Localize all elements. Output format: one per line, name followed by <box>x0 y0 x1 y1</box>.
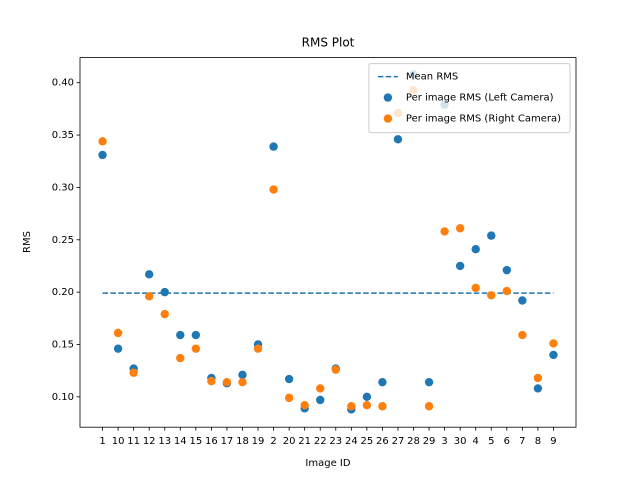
point <box>549 350 558 360</box>
point <box>284 393 294 403</box>
point <box>533 373 543 383</box>
legend-label: Mean RMS <box>406 72 458 83</box>
point <box>347 402 356 411</box>
point <box>455 224 465 233</box>
x-axis-label: Image ID <box>305 458 350 469</box>
point <box>238 377 247 387</box>
point <box>393 135 403 144</box>
point <box>502 286 512 296</box>
y-tick-label: 0.15 <box>52 339 74 350</box>
y-tick-label: 0.30 <box>52 182 74 193</box>
x-tick-label: 27 <box>392 436 405 447</box>
point <box>440 227 449 236</box>
chart-title: RMS Plot <box>302 36 355 50</box>
point <box>378 402 387 411</box>
point <box>502 265 512 275</box>
x-tick-label: 25 <box>361 436 374 447</box>
y-tick-label: 0.35 <box>52 130 74 141</box>
x-tick-label: 10 <box>112 436 125 447</box>
point <box>518 296 527 305</box>
x-tick-label: 12 <box>143 436 156 447</box>
point <box>98 150 107 160</box>
point <box>533 384 543 393</box>
legend-swatch <box>383 93 393 102</box>
x-tick-label: 13 <box>158 436 171 447</box>
x-tick-label: 26 <box>376 436 389 447</box>
x-tick-label: 20 <box>283 436 296 447</box>
legend-box <box>368 63 571 134</box>
x-tick-label: 9 <box>550 436 556 447</box>
legend-swatch <box>383 114 393 123</box>
point <box>98 137 107 146</box>
point <box>424 377 434 387</box>
x-tick-label: 4 <box>473 436 479 447</box>
point <box>176 330 185 340</box>
x-tick-label: 6 <box>504 436 510 447</box>
x-tick-label: 7 <box>519 436 525 447</box>
plot-area <box>79 57 577 428</box>
point <box>176 353 185 363</box>
point <box>113 328 123 338</box>
point <box>362 401 372 410</box>
y-tick-label: 0.20 <box>52 287 74 298</box>
point <box>207 376 216 386</box>
y-axis-label: RMS <box>22 231 33 253</box>
point <box>424 402 434 411</box>
point <box>284 374 294 384</box>
point <box>518 330 527 340</box>
point <box>269 185 278 194</box>
legend-label: Per image RMS (Right Camera) <box>406 114 561 125</box>
point <box>487 291 496 300</box>
x-tick-label: 17 <box>221 436 234 447</box>
x-tick-label: 8 <box>535 436 541 447</box>
point <box>113 344 123 353</box>
point <box>160 309 169 319</box>
x-tick-label: 2 <box>270 436 276 447</box>
x-tick-label: 29 <box>423 436 436 447</box>
point <box>471 283 480 293</box>
x-tick-label: 14 <box>174 436 187 447</box>
y-tick-label: 0.25 <box>52 235 74 246</box>
x-tick-label: 18 <box>236 436 249 447</box>
point <box>191 344 201 353</box>
x-tick-label: 5 <box>488 436 494 447</box>
x-tick-label: 19 <box>252 436 265 447</box>
point <box>253 344 263 353</box>
point <box>144 270 154 279</box>
point <box>238 370 247 380</box>
x-tick-label: 21 <box>298 436 311 447</box>
point <box>487 231 496 240</box>
point <box>362 392 372 402</box>
point <box>455 261 465 271</box>
point <box>144 292 154 301</box>
x-tick-label: 15 <box>189 436 202 447</box>
y-tick-label: 0.40 <box>52 78 74 89</box>
point <box>316 384 325 393</box>
point <box>129 368 138 377</box>
x-tick-label: 3 <box>441 436 447 447</box>
point <box>471 245 480 254</box>
x-tick-label: 16 <box>205 436 218 447</box>
point <box>222 377 232 387</box>
point <box>316 395 325 405</box>
point <box>191 330 201 340</box>
point <box>160 287 169 297</box>
point <box>549 339 558 348</box>
point <box>269 142 278 151</box>
legend: Mean RMS Per image RMS (Left Camera) Per i… <box>368 63 571 134</box>
point <box>300 401 309 410</box>
x-tick-label: 30 <box>454 436 467 447</box>
x-tick-label: 28 <box>407 436 420 447</box>
x-tick-label: 23 <box>329 436 342 447</box>
legend-label: Per image RMS (Left Camera) <box>406 93 554 104</box>
point <box>378 377 387 387</box>
point <box>331 365 340 374</box>
x-tick-label: 1 <box>99 436 105 447</box>
x-tick-label: 24 <box>345 436 358 447</box>
y-tick-label: 0.10 <box>52 392 74 403</box>
x-tick-label: 11 <box>127 436 140 447</box>
x-tick-label: 22 <box>314 436 327 447</box>
